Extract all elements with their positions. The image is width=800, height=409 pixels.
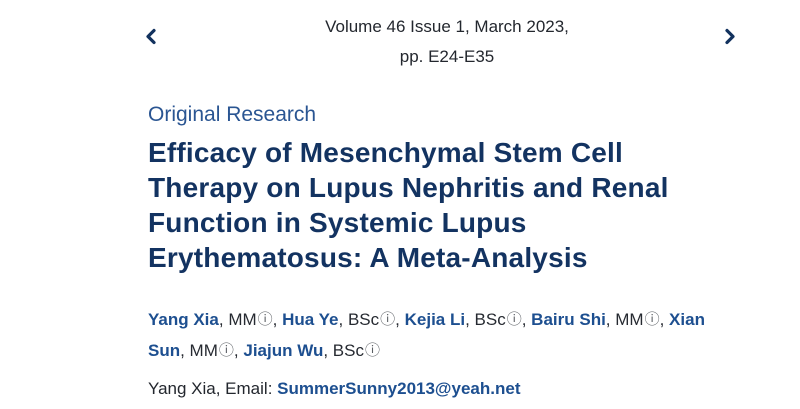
author-degree: , MM xyxy=(218,310,257,329)
article-main: Original Research Efficacy of Mesenchyma… xyxy=(148,102,708,402)
author-degree: , BSc xyxy=(338,310,380,329)
issue-pages-line: pp. E24-E35 xyxy=(399,47,495,66)
article-title: Efficacy of Mesenchymal Stem Cell Therap… xyxy=(148,137,669,273)
issue-header: Volume 46 Issue 1, March 2023, pp. E24-E… xyxy=(0,0,800,76)
correspondence-email-link[interactable]: SummerSunny2013@yeah.net xyxy=(277,379,521,398)
info-icon[interactable]: ⓘ xyxy=(218,342,234,359)
article-category: Original Research xyxy=(148,103,317,126)
author-separator: , xyxy=(395,310,405,329)
info-icon[interactable]: ⓘ xyxy=(364,342,380,359)
author-list: Yang Xia, MMⓘ, Hua Ye, BScⓘ, Kejia Li, B… xyxy=(148,305,708,367)
author-name: Jiajun Wu xyxy=(243,341,324,360)
correspondence-line: Yang Xia, Email: SummerSunny2013@yeah.ne… xyxy=(148,376,708,402)
info-icon[interactable]: ⓘ xyxy=(380,311,396,328)
prev-issue-button[interactable] xyxy=(143,26,159,47)
author-degree: , BSc xyxy=(465,310,506,329)
info-icon[interactable]: ⓘ xyxy=(257,311,273,328)
author-separator: , xyxy=(233,341,244,360)
chevron-left-icon xyxy=(145,28,157,48)
author-name: Bairu Shi xyxy=(531,310,606,329)
author-degree: , MM xyxy=(605,310,644,329)
author-degree: , BSc xyxy=(323,341,364,360)
info-icon[interactable]: ⓘ xyxy=(644,311,660,328)
author-separator: , xyxy=(659,310,670,329)
author-separator: , xyxy=(272,310,283,329)
author-degree: , MM xyxy=(180,341,218,360)
issue-volume-line: Volume 46 Issue 1, March 2023, xyxy=(325,17,569,36)
issue-info: Volume 46 Issue 1, March 2023, pp. E24-E… xyxy=(150,12,744,72)
chevron-right-icon xyxy=(724,28,736,48)
info-icon[interactable]: ⓘ xyxy=(506,311,522,328)
author-name: Yang Xia xyxy=(148,310,219,329)
author-name: Kejia Li xyxy=(404,310,466,329)
author-name: Xian Sun xyxy=(148,310,705,360)
correspondence-prefix: Yang Xia, Email: xyxy=(148,379,278,398)
next-issue-button[interactable] xyxy=(722,26,738,47)
author-name: Hua Ye xyxy=(282,310,339,329)
author-separator: , xyxy=(521,310,532,329)
